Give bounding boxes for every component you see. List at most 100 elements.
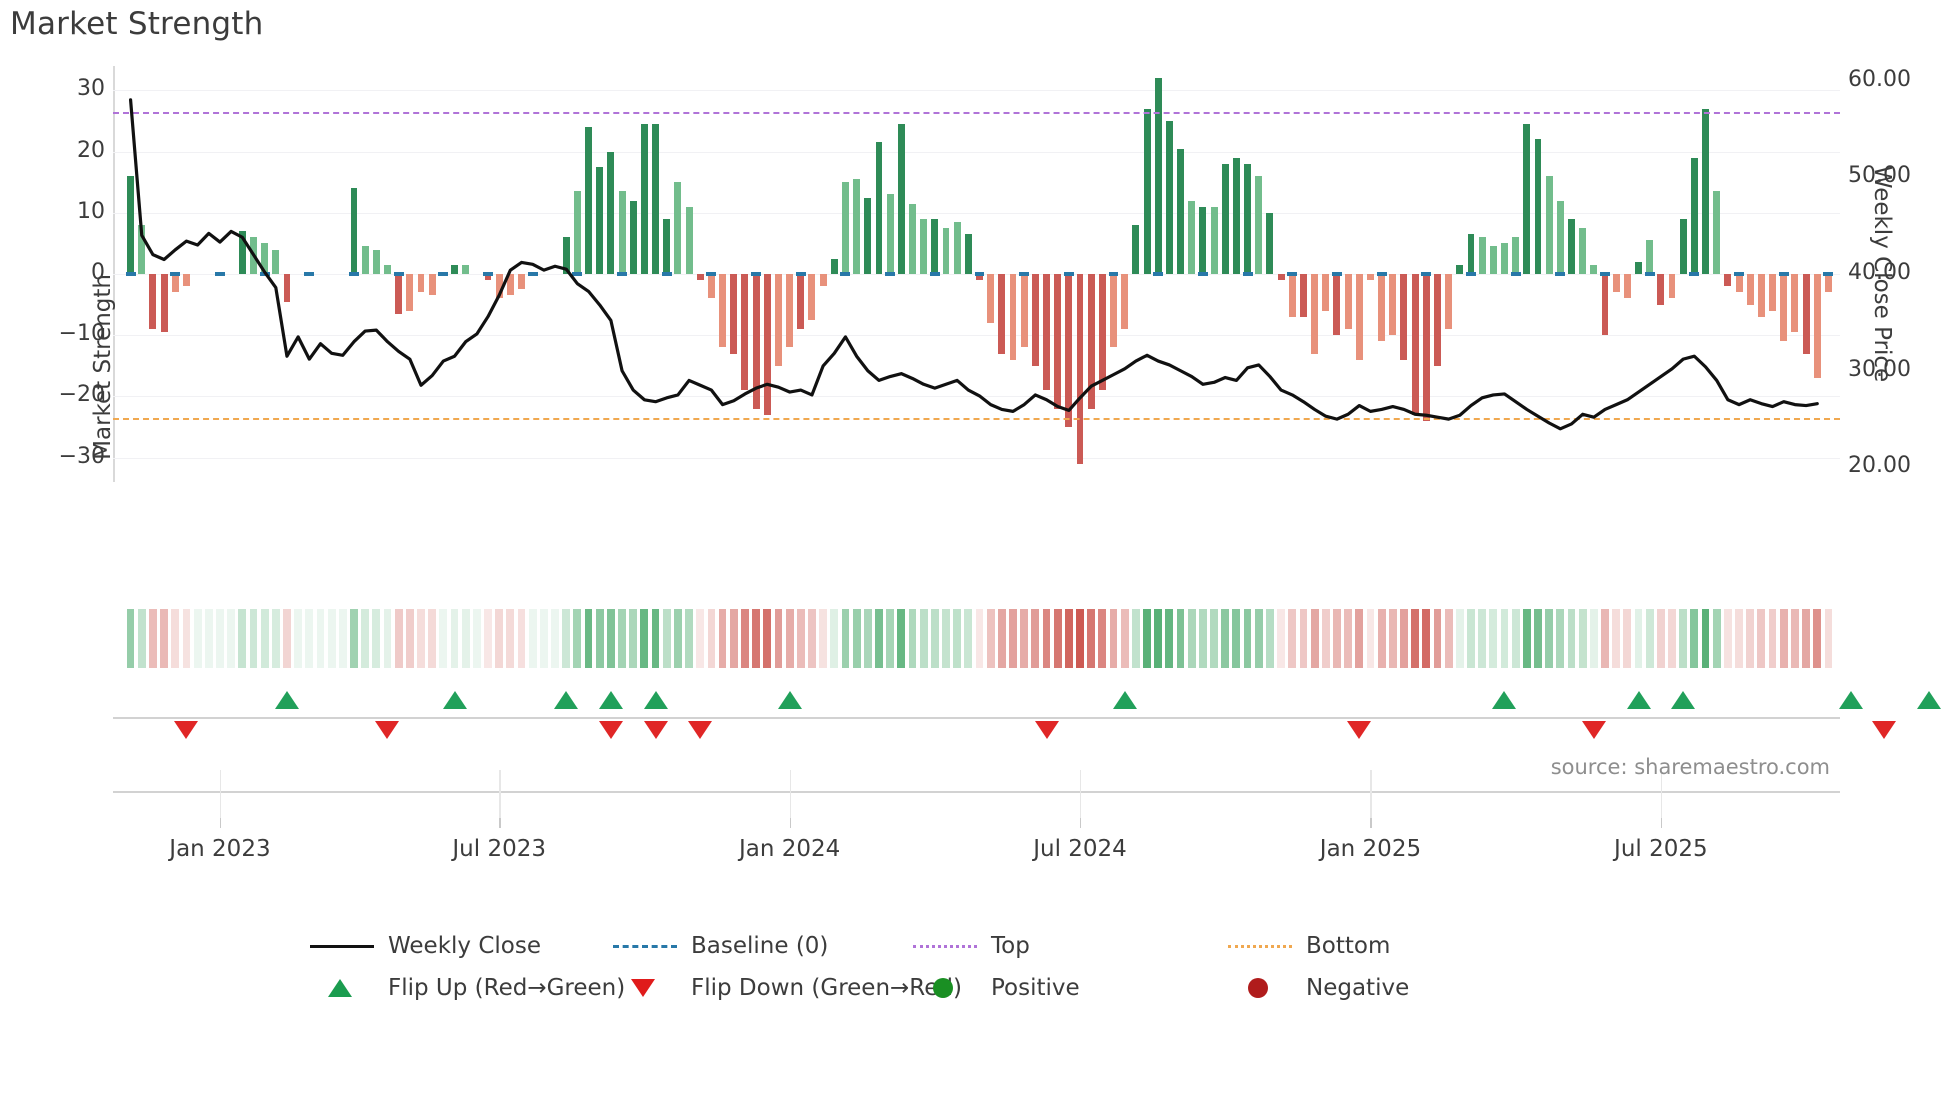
heat-strip-cell — [651, 609, 660, 668]
heat-strip-cell — [674, 609, 682, 668]
heat-strip-cell — [875, 609, 883, 668]
strength-bar — [506, 274, 514, 296]
legend-item[interactable]: Baseline (0) — [613, 933, 828, 959]
legend-item[interactable]: Flip Up (Red→Green) — [310, 975, 625, 1001]
legend-item[interactable]: Top — [913, 933, 1030, 959]
chart-legend: Weekly Close Baseline (0) Top Bottom Flip Up… — [113, 915, 1840, 1025]
heat-strip-cell — [171, 609, 180, 668]
x-axis-band-tick — [1660, 770, 1663, 820]
strength-bar — [1400, 274, 1408, 360]
heat-strip-cell — [584, 609, 593, 668]
strength-bar — [127, 176, 135, 274]
baseline-segment — [125, 272, 136, 276]
strength-bar — [417, 274, 425, 293]
flip-down-marker — [1034, 721, 1059, 739]
heat-strip-cell — [1712, 609, 1721, 668]
strength-bar — [1612, 274, 1620, 293]
strength-bar — [484, 274, 492, 281]
y-axis-right-tick-label: 40.00 — [1848, 260, 1911, 285]
gridline — [113, 212, 1840, 214]
heat-strip-cell — [785, 609, 794, 668]
x-axis-band-tick — [1080, 770, 1082, 820]
heat-strip-cell — [1578, 609, 1587, 668]
heat-strip-cell — [1165, 609, 1174, 668]
y-axis-left-tick-label: 30 — [77, 76, 105, 102]
strength-bar — [886, 194, 894, 274]
strength-bar — [685, 206, 693, 274]
strength-bar — [629, 200, 637, 274]
heat-strip-cell — [1746, 609, 1755, 668]
strength-bar — [841, 182, 849, 274]
strength-bar — [719, 274, 727, 348]
strength-bar — [1512, 237, 1520, 274]
heat-strip-cell — [819, 609, 828, 668]
heat-strip-cell — [953, 609, 962, 668]
x-axis-band-tick — [499, 770, 501, 820]
heat-strip-cell — [338, 609, 347, 668]
baseline-segment — [1331, 272, 1342, 276]
flip-up-marker — [1916, 691, 1941, 709]
heat-strip-cell — [294, 609, 303, 668]
strength-bar — [1713, 191, 1721, 274]
heat-strip-cell — [1790, 609, 1799, 668]
strength-bar — [1199, 206, 1207, 274]
strength-bar — [1188, 200, 1196, 274]
legend-item[interactable]: Negative — [1228, 975, 1409, 1001]
strength-bar — [395, 274, 403, 314]
strength-bar — [1311, 274, 1319, 354]
heat-strip-cell — [1757, 609, 1766, 668]
heat-strip-cell — [562, 609, 571, 668]
strength-bar — [1043, 274, 1050, 391]
heat-strip-cell — [227, 609, 236, 668]
strength-bar — [495, 274, 503, 299]
heat-strip-cell — [908, 609, 917, 668]
heat-strip-cell — [1690, 609, 1699, 668]
strength-bar — [1378, 274, 1386, 342]
strength-bar — [763, 274, 771, 415]
strength-bar — [830, 258, 838, 274]
heat-strip-cell — [1668, 609, 1676, 668]
baseline-segment — [1823, 272, 1834, 276]
heat-strip-cell — [1388, 609, 1397, 668]
heat-strip-cell — [741, 609, 749, 668]
legend-item[interactable]: Weekly Close — [310, 933, 541, 959]
triangle-up-icon — [310, 976, 374, 1000]
strength-bar — [1299, 274, 1307, 317]
strength-bar — [1824, 274, 1832, 293]
strength-bar — [607, 151, 615, 274]
strength-bar — [1132, 225, 1140, 274]
heat-strip-cell — [1824, 609, 1833, 668]
heat-strip-cell — [1098, 609, 1107, 668]
gridline — [113, 151, 1840, 153]
baseline-segment — [974, 272, 985, 276]
legend-item[interactable]: Flip Down (Green→Red) — [613, 975, 962, 1001]
strength-bar — [261, 243, 269, 274]
baseline-segment — [1376, 272, 1387, 276]
legend-item[interactable]: Positive — [913, 975, 1080, 1001]
heat-strip-cell — [1109, 609, 1118, 668]
x-axis-band-tick — [219, 770, 222, 820]
flip-up-marker — [643, 691, 668, 709]
heat-strip-cell — [1411, 609, 1420, 668]
strength-bar — [1802, 274, 1810, 354]
heat-strip-cell — [372, 609, 381, 668]
heat-strip-cell — [595, 609, 604, 668]
circle-icon — [1228, 976, 1292, 1000]
heat-strip-cell — [1444, 609, 1453, 668]
strength-bar — [1534, 139, 1542, 274]
dotted-line-icon — [1228, 934, 1292, 958]
strength-bar — [1255, 176, 1263, 274]
strength-bar — [1422, 274, 1430, 421]
strength-bar — [1121, 274, 1129, 330]
baseline-segment — [885, 272, 896, 276]
legend-item[interactable]: Bottom — [1228, 933, 1390, 959]
triangle-down-icon — [613, 976, 677, 1000]
heat-strip-cell — [1768, 609, 1777, 668]
heat-strip-cell — [1288, 609, 1297, 668]
strength-bar — [640, 124, 648, 274]
strength-bar — [1690, 157, 1698, 274]
x-axis-tick-label: Jan 2024 — [738, 836, 841, 862]
heat-strip-cell — [316, 609, 325, 668]
heat-strip-cell — [1433, 609, 1442, 668]
heat-strip-cell — [1310, 609, 1319, 668]
